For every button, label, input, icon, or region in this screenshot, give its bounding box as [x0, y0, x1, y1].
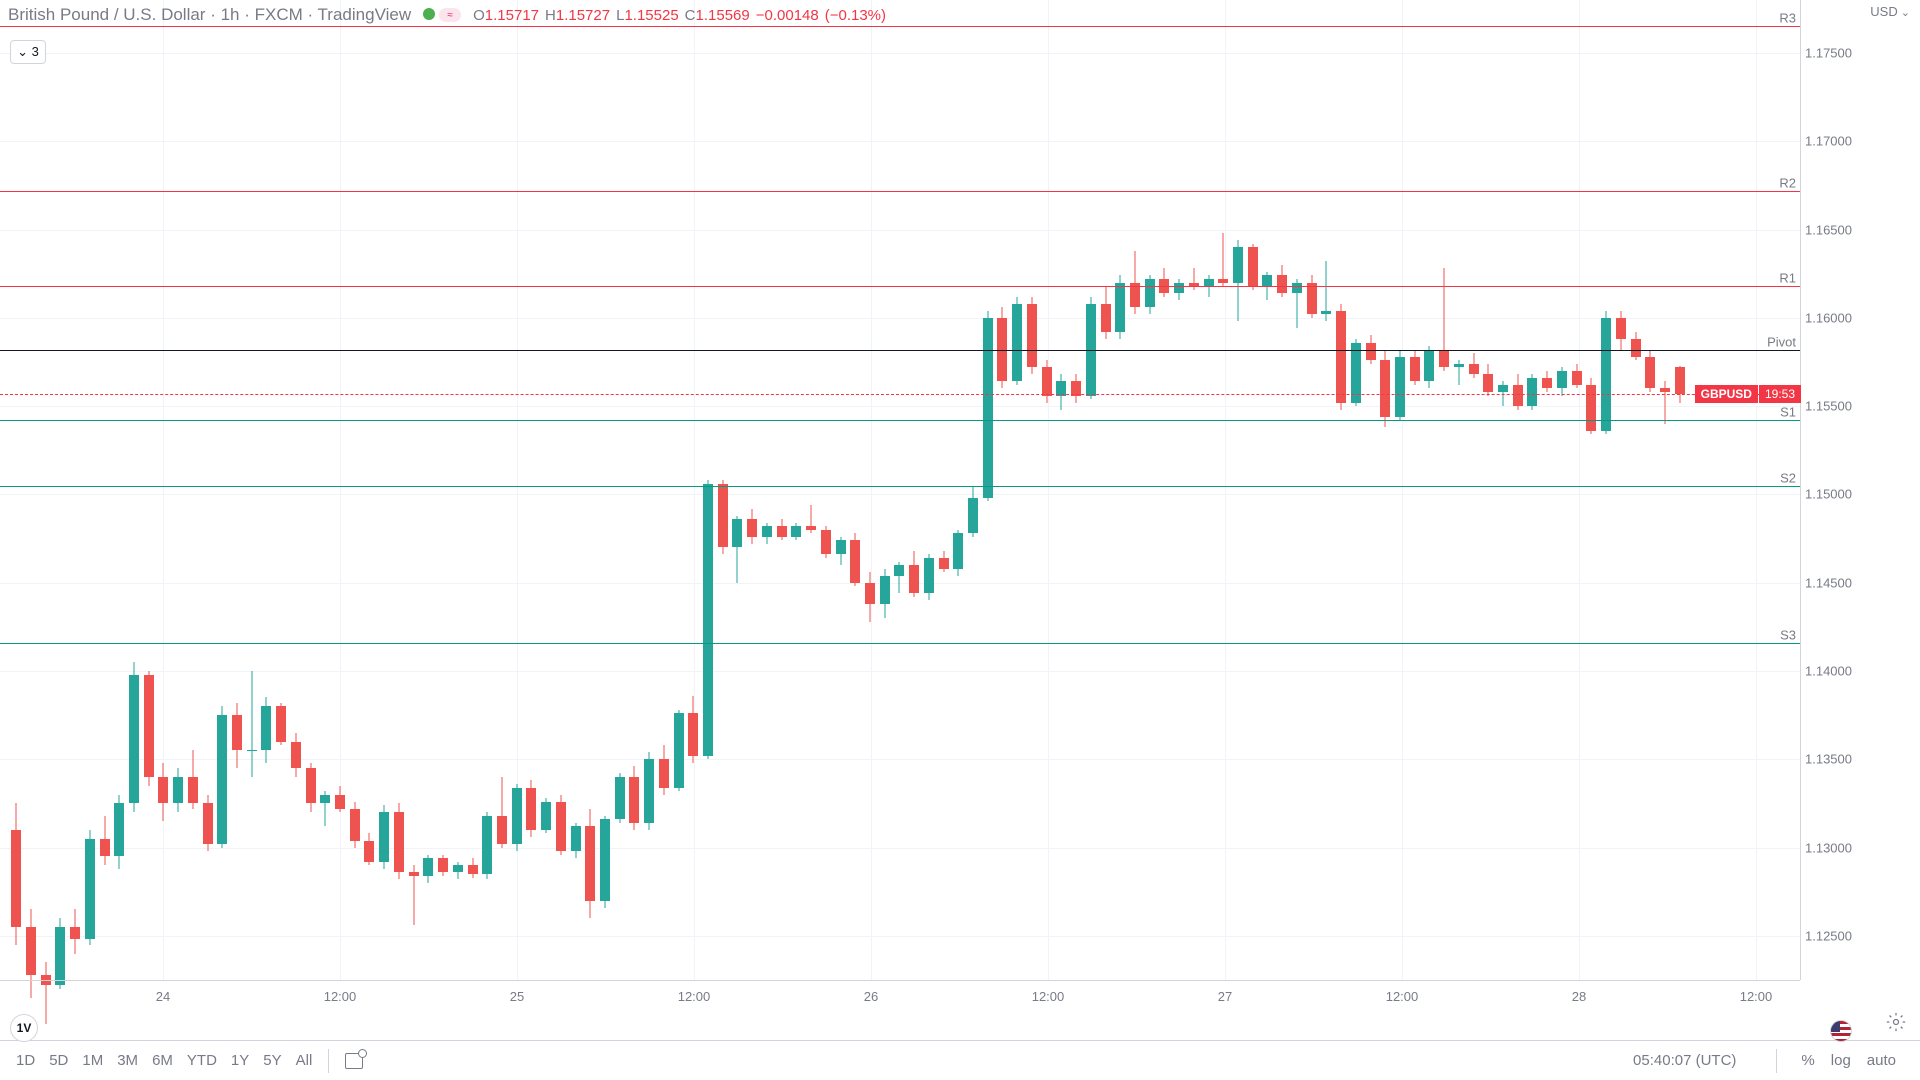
xaxis-tick: 12:00: [1740, 989, 1773, 1004]
xaxis-tick: 24: [156, 989, 170, 1004]
timeframe-1m[interactable]: 1M: [82, 1052, 103, 1069]
tradingview-logo-icon[interactable]: 1V: [10, 1014, 38, 1042]
yaxis-tick: 1.14500: [1805, 575, 1852, 590]
xaxis-tick: 27: [1218, 989, 1232, 1004]
pivot-line-r2: [0, 191, 1800, 192]
pivot-line-s1: [0, 420, 1800, 421]
xaxis-tick: 12:00: [678, 989, 711, 1004]
pivot-label: R1: [1779, 271, 1796, 286]
pivot-line-s3: [0, 643, 1800, 644]
yaxis-tick: 1.17000: [1805, 134, 1852, 149]
yaxis-tick: 1.15500: [1805, 399, 1852, 414]
status-indicators: ≈: [423, 8, 461, 22]
timeframe-buttons: 1D 5D 1M 3M 6M YTD 1Y 5Y All: [16, 1052, 312, 1069]
yaxis-tick: 1.16500: [1805, 222, 1852, 237]
chart-area[interactable]: R3R2R1PivotS1S2S3 GBPUSD 19:53: [0, 0, 1800, 980]
settings-gear-icon[interactable]: [1886, 1012, 1906, 1032]
auto-scale-button[interactable]: auto: [1867, 1052, 1896, 1069]
symbol-title: British Pound / U.S. Dollar · 1h · FXCM …: [8, 5, 411, 25]
chart-header: British Pound / U.S. Dollar · 1h · FXCM …: [0, 0, 1920, 30]
xaxis-tick: 25: [510, 989, 524, 1004]
pivot-line-pivot: [0, 350, 1800, 351]
current-price-tag: GBPUSD 19:53: [1695, 385, 1801, 403]
pivot-line-s2: [0, 486, 1800, 487]
timeframe-5y[interactable]: 5Y: [263, 1052, 281, 1069]
timeframe-3m[interactable]: 3M: [117, 1052, 138, 1069]
timeframe-5d[interactable]: 5D: [49, 1052, 68, 1069]
timeframe-all[interactable]: All: [296, 1052, 313, 1069]
divider: [1776, 1049, 1777, 1073]
indicators-expand-button[interactable]: ⌄ 3: [10, 40, 46, 64]
yaxis-tick: 1.14000: [1805, 663, 1852, 678]
price-tag-countdown: 19:53: [1759, 385, 1801, 403]
goto-date-icon[interactable]: [345, 1053, 363, 1069]
pivot-line-r1: [0, 286, 1800, 287]
approx-badge: ≈: [439, 8, 461, 22]
candlestick-series: [0, 0, 1800, 980]
pivot-label: R2: [1779, 175, 1796, 190]
yaxis-tick: 1.17500: [1805, 45, 1852, 60]
log-scale-button[interactable]: log: [1831, 1052, 1851, 1069]
timeframe-ytd[interactable]: YTD: [187, 1052, 217, 1069]
market-open-dot: [423, 8, 435, 20]
percent-scale-button[interactable]: %: [1801, 1052, 1814, 1069]
pivot-label: S2: [1780, 470, 1796, 485]
yaxis-tick: 1.16000: [1805, 310, 1852, 325]
currency-selector[interactable]: USD: [1870, 4, 1910, 19]
chart-container: R3R2R1PivotS1S2S3 GBPUSD 19:53 1.125001.…: [0, 0, 1860, 1010]
xaxis-tick: 12:00: [1386, 989, 1419, 1004]
timeframe-1d[interactable]: 1D: [16, 1052, 35, 1069]
time-axis[interactable]: 24 12:00 25 12:00 26 12:00 27 12:00 28 12:00: [0, 980, 1800, 1010]
pivot-label: S1: [1780, 405, 1796, 420]
price-axis[interactable]: 1.12500 1.13000 1.13500 1.14000 1.14500 1.150…: [1800, 0, 1860, 980]
timeframe-1y[interactable]: 1Y: [231, 1052, 249, 1069]
ohlc-readout: O1.15717 H1.15727 L1.15525 C1.15569 −0.0…: [473, 7, 886, 24]
yaxis-tick: 1.13000: [1805, 840, 1852, 855]
xaxis-tick: 12:00: [1032, 989, 1065, 1004]
pivot-label: Pivot: [1767, 334, 1796, 349]
price-tag-symbol: GBPUSD: [1695, 385, 1758, 403]
country-flag-icon[interactable]: [1830, 1020, 1852, 1042]
xaxis-tick: 28: [1572, 989, 1586, 1004]
yaxis-tick: 1.15000: [1805, 487, 1852, 502]
clock-time: 05:40:07 (UTC): [1633, 1052, 1736, 1069]
xaxis-tick: 12:00: [324, 989, 357, 1004]
xaxis-tick: 26: [864, 989, 878, 1004]
bottom-toolbar: 1D 5D 1M 3M 6M YTD 1Y 5Y All 05:40:07 (UTC) % lo…: [0, 1040, 1920, 1080]
timeframe-6m[interactable]: 6M: [152, 1052, 173, 1069]
yaxis-tick: 1.12500: [1805, 928, 1852, 943]
divider: [328, 1049, 329, 1073]
pivot-label: S3: [1780, 627, 1796, 642]
yaxis-tick: 1.13500: [1805, 752, 1852, 767]
